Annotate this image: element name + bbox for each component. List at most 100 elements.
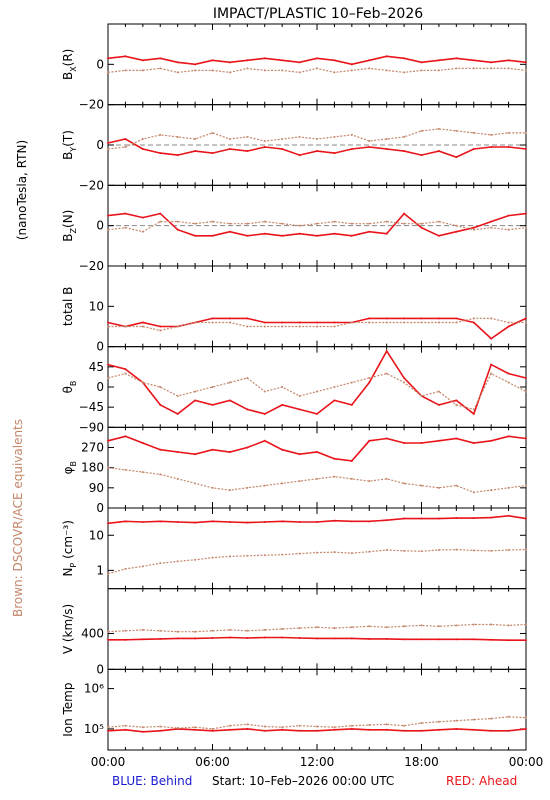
data-point-dscovr — [316, 390, 318, 393]
data-point-dscovr — [385, 477, 388, 480]
data-point-dscovr — [141, 471, 144, 474]
data-point-dscovr — [316, 137, 318, 140]
y-axis-label: total B — [61, 287, 75, 327]
data-point-ahead — [228, 520, 231, 523]
data-point-dscovr — [246, 486, 249, 489]
data-point-dscovr — [159, 329, 162, 332]
dscovr-note-label: Brown: DSCOVR/ACE equivalents — [11, 419, 25, 617]
data-point-dscovr — [316, 222, 318, 225]
data-point-ahead — [420, 154, 423, 157]
x-axis: 00:00 06:00 12:00 18:00 00:00 — [91, 755, 544, 769]
panel-btot: 10 0 total B — [61, 265, 527, 354]
data-point-ahead — [420, 517, 423, 520]
data-point-dscovr — [211, 131, 214, 134]
data-point-dscovr — [525, 484, 527, 487]
data-point-dscovr — [507, 486, 510, 489]
data-point-dscovr — [333, 71, 336, 74]
panel-frame — [107, 346, 527, 428]
panel-bx: 0 −20 BX(R) — [61, 23, 527, 112]
data-point-dscovr — [107, 325, 109, 328]
data-point-ahead — [298, 636, 301, 639]
data-point-dscovr — [490, 372, 493, 375]
data-point-ahead — [141, 638, 144, 641]
data-point-dscovr — [507, 321, 510, 324]
data-point-dscovr — [333, 135, 336, 138]
data-point-ahead — [316, 637, 318, 640]
panel-frame — [107, 265, 527, 348]
data-point-ahead — [490, 363, 493, 366]
data-point-ahead — [141, 321, 144, 324]
data-point-ahead — [316, 412, 318, 415]
data-point-dscovr — [281, 222, 284, 225]
data-point-ahead — [246, 446, 249, 449]
data-point-dscovr — [263, 69, 266, 72]
data-point-ahead — [228, 728, 231, 731]
data-point-ahead — [159, 729, 162, 732]
data-point-dscovr — [228, 71, 231, 74]
data-point-ahead — [124, 55, 127, 58]
data-point-dscovr — [298, 325, 301, 328]
data-point-dscovr — [211, 727, 214, 730]
data-point-ahead — [281, 636, 284, 639]
series-line-ahead — [107, 435, 527, 462]
data-point-ahead — [385, 148, 388, 151]
data-point-dscovr — [455, 624, 458, 627]
data-point-ahead — [228, 230, 231, 233]
data-point-dscovr — [350, 552, 353, 555]
data-point-dscovr — [437, 720, 440, 723]
data-point-ahead — [246, 317, 249, 320]
y-axis-label: BY(T) — [61, 130, 78, 160]
data-point-dscovr — [107, 228, 109, 231]
data-point-ahead — [333, 519, 336, 522]
data-point-dscovr — [472, 317, 475, 320]
data-point-dscovr — [385, 321, 388, 324]
data-point-ahead — [507, 435, 510, 438]
data-point-ahead — [298, 408, 301, 411]
data-point-ahead — [403, 729, 406, 732]
y-tick-label: 400 — [81, 626, 104, 640]
data-point-ahead — [368, 59, 371, 62]
data-point-ahead — [316, 150, 318, 153]
data-point-dscovr — [350, 724, 353, 727]
series-line-dscovr — [107, 467, 527, 493]
y-tick-label: 0 — [96, 501, 104, 515]
data-point-dscovr — [298, 71, 301, 74]
data-point-dscovr — [263, 390, 266, 393]
data-point-dscovr — [176, 135, 179, 138]
data-point-ahead — [281, 148, 284, 151]
data-point-ahead — [350, 234, 353, 237]
data-point-dscovr — [159, 725, 162, 728]
data-point-dscovr — [333, 220, 336, 223]
y-tick-label: 1 — [96, 563, 104, 577]
data-point-dscovr — [281, 726, 284, 729]
data-point-dscovr — [490, 623, 493, 626]
data-point-dscovr — [490, 489, 493, 492]
y-tick-label: −45 — [79, 400, 104, 414]
data-point-dscovr — [107, 726, 109, 729]
y-tick-label: 0 — [96, 380, 104, 394]
data-point-ahead — [141, 442, 144, 445]
data-point-ahead — [107, 141, 109, 144]
data-point-dscovr — [455, 224, 458, 227]
footer-start-label: Start: 10–Feb–2026 00:00 UTC — [212, 774, 394, 788]
data-point-ahead — [490, 146, 493, 149]
data-point-dscovr — [350, 626, 353, 629]
data-point-ahead — [455, 399, 458, 402]
data-point-dscovr — [246, 135, 249, 138]
data-point-ahead — [194, 399, 197, 402]
data-point-ahead — [472, 442, 475, 445]
data-point-ahead — [281, 448, 284, 451]
data-point-dscovr — [124, 325, 127, 328]
data-point-dscovr — [507, 549, 510, 552]
data-point-ahead — [385, 728, 388, 731]
data-point-dscovr — [403, 381, 406, 384]
data-point-ahead — [507, 59, 510, 62]
data-point-dscovr — [385, 723, 388, 726]
data-point-ahead — [525, 377, 527, 380]
data-point-ahead — [228, 399, 231, 402]
data-point-dscovr — [333, 325, 336, 328]
data-point-dscovr — [368, 625, 371, 628]
data-point-dscovr — [263, 139, 266, 142]
data-point-ahead — [107, 439, 109, 442]
data-point-ahead — [211, 59, 214, 62]
